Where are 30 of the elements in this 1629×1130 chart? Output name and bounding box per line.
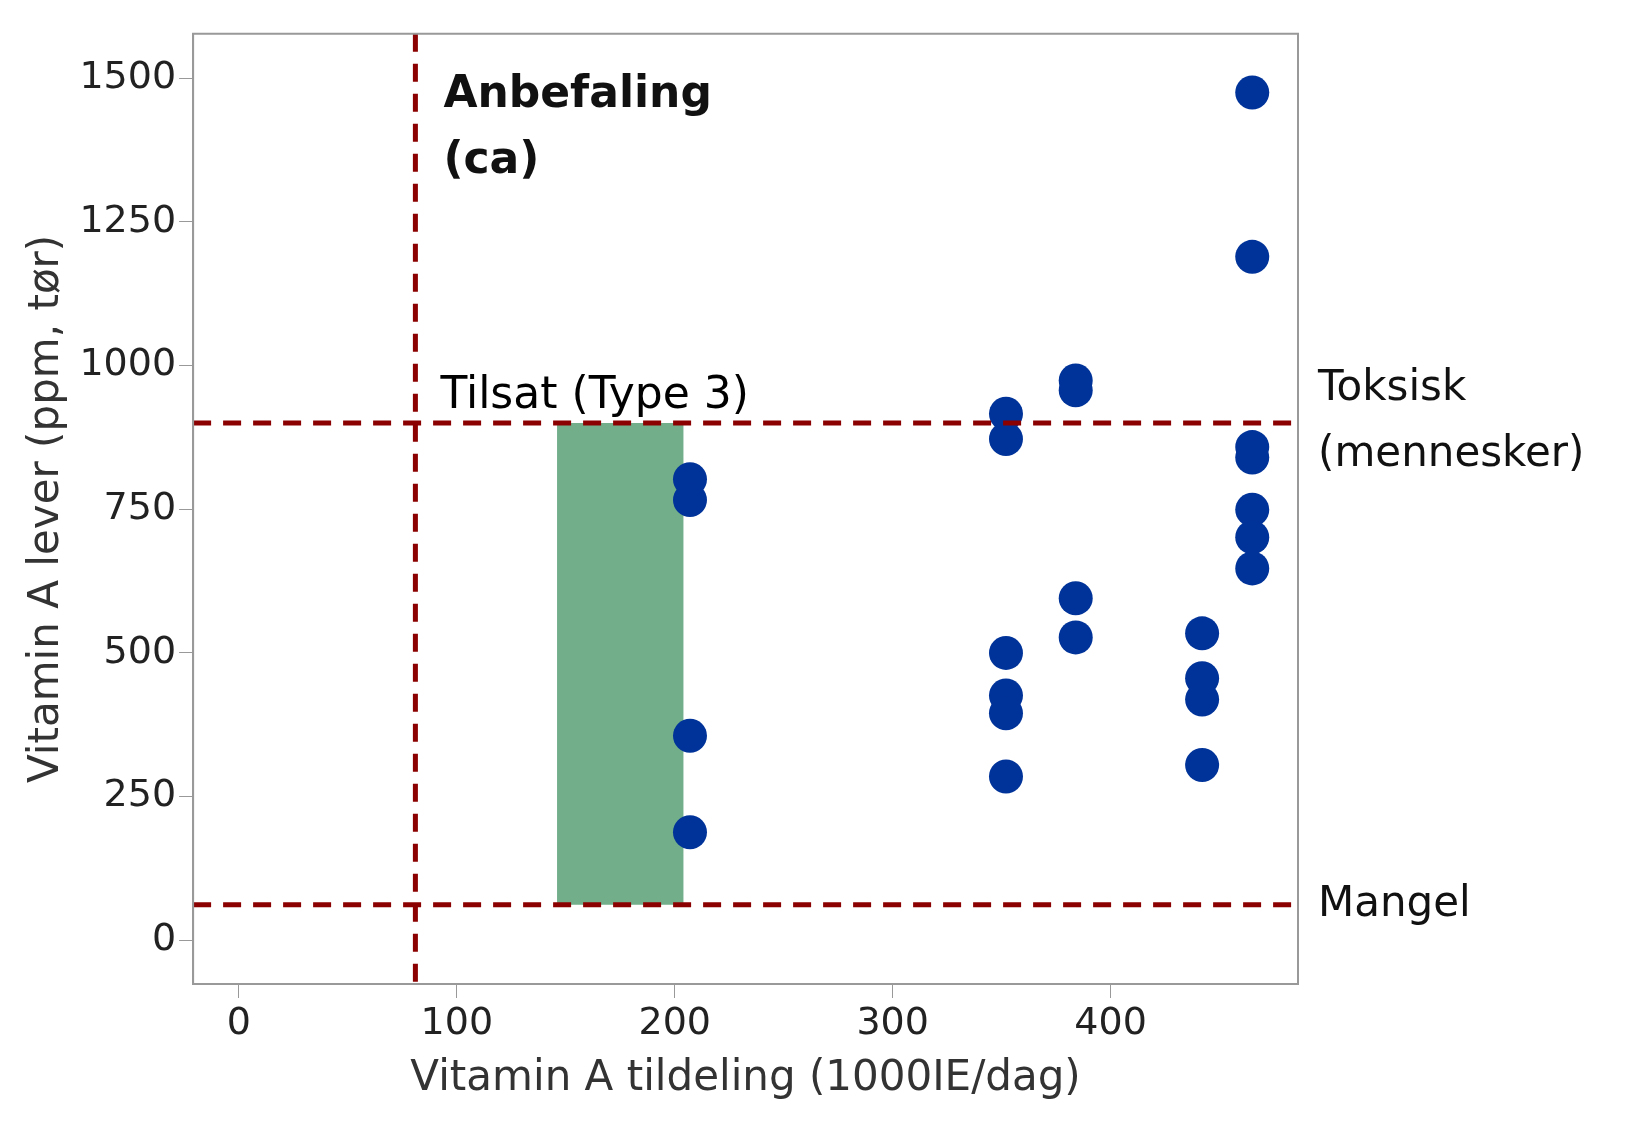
- point: [672, 815, 707, 850]
- point: [1185, 616, 1220, 651]
- x-tick-label: 200: [638, 998, 711, 1043]
- point: [988, 635, 1023, 670]
- x-tick-label: 0: [226, 998, 251, 1043]
- band-label: Tilsat (Type 3): [439, 367, 749, 419]
- ref-line-label: Toksisk (mennesker): [1317, 360, 1585, 476]
- y-tick-label: 1500: [79, 52, 177, 97]
- ref-line-label: Anbefaling (ca): [443, 66, 712, 184]
- point: [1235, 520, 1270, 555]
- point: [1185, 747, 1220, 782]
- point: [1235, 239, 1270, 274]
- x-tick-label: 400: [1074, 998, 1147, 1043]
- point: [1235, 75, 1270, 110]
- x-tick-label: 300: [856, 998, 929, 1043]
- y-axis-title: Vitamin A lever (ppm, tør): [19, 234, 69, 784]
- point: [1058, 581, 1093, 616]
- y-tick-label: 250: [103, 771, 177, 816]
- x-tick-label: 100: [420, 998, 494, 1043]
- y-tick-label: 1250: [79, 196, 177, 241]
- y-tick-label: 750: [103, 484, 177, 529]
- y-tick-label: 0: [151, 915, 177, 960]
- x-axis-title: Vitamin A tildeling (1000IE/dag): [410, 1050, 1081, 1100]
- y-tick-label: 500: [103, 627, 177, 672]
- ref-line-label: Mangel: [1318, 876, 1471, 926]
- point: [988, 759, 1023, 794]
- point: [1058, 620, 1093, 655]
- y-tick-label: 1000: [79, 340, 177, 385]
- point: [672, 718, 707, 753]
- point: [1235, 551, 1270, 586]
